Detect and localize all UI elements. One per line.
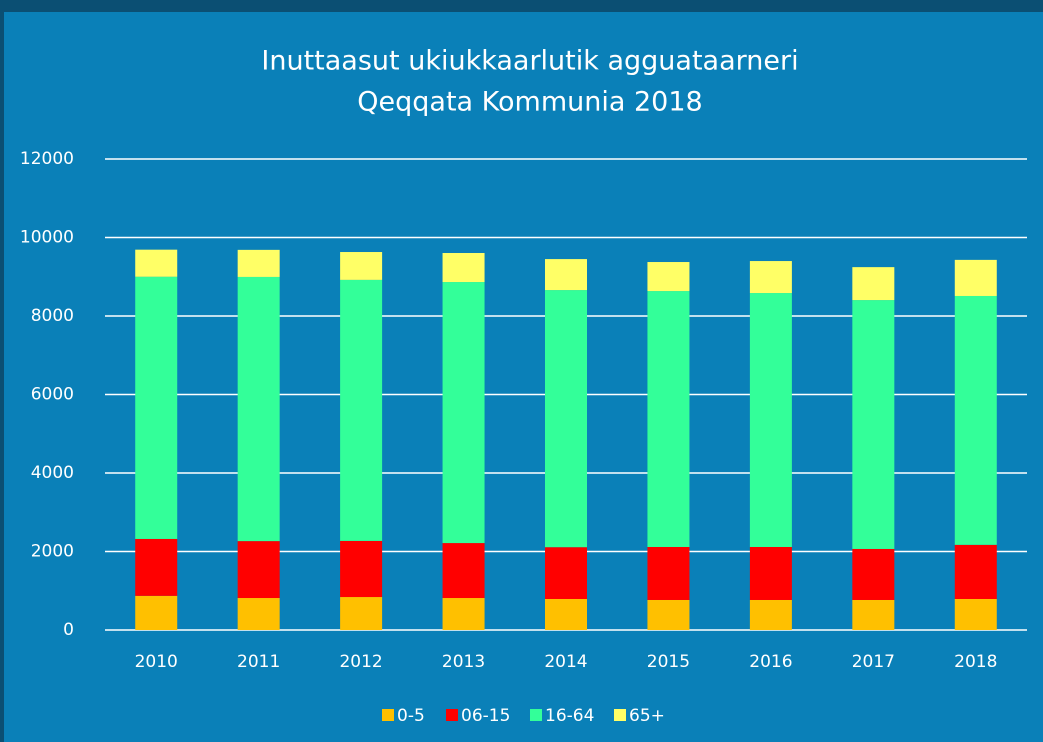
bar-segment: [647, 599, 690, 630]
legend-swatch: [382, 709, 394, 721]
y-tick-label: 12000: [20, 149, 74, 169]
bar-segment: [135, 538, 178, 596]
y-tick-label: 8000: [31, 306, 74, 326]
legend-swatch: [614, 709, 626, 721]
x-tick-label: 2018: [954, 652, 997, 672]
legend-swatch: [446, 709, 458, 721]
bar-segment: [545, 547, 587, 599]
bar-segment: [954, 598, 997, 630]
bar-segment: [852, 267, 895, 301]
bar-segment: [442, 253, 485, 283]
bar-segment: [135, 249, 178, 277]
bar-segment: [954, 259, 997, 296]
legend-label: 16-64: [545, 706, 594, 726]
bar-segment: [647, 546, 690, 600]
bar-segment: [237, 276, 280, 542]
bar-segment: [237, 249, 280, 277]
bar-segment: [135, 276, 178, 539]
bar-segment: [852, 548, 895, 600]
y-tick-label: 2000: [31, 542, 74, 562]
legend-label: 06-15: [461, 706, 510, 726]
bar-segment: [340, 540, 383, 598]
bar-segment: [749, 293, 792, 547]
bar-segment: [954, 544, 997, 599]
bar-segment: [442, 282, 485, 544]
bar-segment: [545, 259, 587, 291]
y-tick-label: 0: [63, 620, 74, 640]
y-tick-label: 10000: [20, 228, 74, 248]
bar-segment: [647, 291, 690, 547]
x-tick-label: 2010: [135, 652, 178, 672]
bar-segment: [237, 541, 280, 599]
chart-subtitle: Qeqqata Kommunia 2018: [357, 87, 702, 118]
bar-segment: [135, 595, 178, 630]
bar-segment: [647, 262, 690, 292]
x-tick-label: 2012: [339, 652, 382, 672]
bar-segment: [340, 279, 383, 541]
x-tick-label: 2011: [237, 652, 280, 672]
bar-segment: [749, 546, 792, 600]
bar-segment: [545, 598, 587, 630]
bar-segment: [852, 599, 895, 630]
x-tick-label: 2017: [852, 652, 895, 672]
bar-segment: [545, 290, 587, 548]
x-tick-label: 2013: [442, 652, 485, 672]
x-tick-label: 2014: [544, 652, 587, 672]
bar-segment: [442, 543, 485, 599]
bar-segment: [340, 252, 383, 280]
chart-title: Inuttaasut ukiukkaarlutik agguataarneri: [261, 46, 798, 77]
y-tick-label: 4000: [31, 463, 74, 483]
bar-segment: [442, 598, 485, 630]
bar-segment: [749, 261, 792, 294]
bar-segment: [852, 300, 895, 549]
legend-label: 0-5: [397, 706, 425, 726]
x-tick-label: 2016: [749, 652, 792, 672]
bar-segment: [340, 597, 383, 630]
bar-segment: [237, 598, 280, 630]
x-tick-label: 2015: [647, 652, 690, 672]
legend-swatch: [530, 709, 542, 721]
bar-segment: [749, 599, 792, 630]
bar-segment: [954, 295, 997, 545]
legend-label: 65+: [629, 706, 665, 726]
y-tick-label: 6000: [31, 385, 74, 405]
